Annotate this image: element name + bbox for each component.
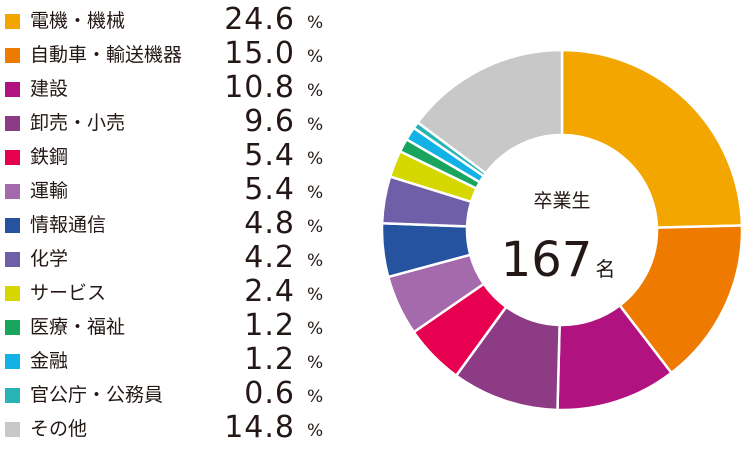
legend-row: 官公庁・公務員 0.6% <box>0 376 340 411</box>
donut-slices <box>380 48 744 412</box>
legend-value: 4.8 <box>244 206 295 241</box>
legend-label: 自動車・輸送機器 <box>30 44 183 66</box>
center-value: 167 名 <box>501 232 616 288</box>
legend-swatch <box>5 14 20 29</box>
legend-value: 1.2 <box>244 342 295 377</box>
legend-row: 運輸 5.4% <box>0 172 340 207</box>
legend-swatch <box>5 150 20 165</box>
center-count: 167 <box>501 232 593 288</box>
legend-label: 化学 <box>30 248 69 270</box>
legend-unit: % <box>307 217 324 237</box>
legend-label: 医療・福祉 <box>30 316 126 338</box>
legend-value: 5.4 <box>244 138 295 173</box>
legend-value: 5.4 <box>244 172 295 207</box>
legend-label: 建設 <box>30 78 69 100</box>
legend-value: 1.2 <box>244 308 295 343</box>
legend-label: サービス <box>30 282 107 304</box>
legend-label: 金融 <box>30 350 69 372</box>
legend-row: サービス 2.4% <box>0 274 340 309</box>
legend-unit: % <box>307 81 324 101</box>
legend-row: 化学 4.2% <box>0 240 340 275</box>
legend-label: 運輸 <box>30 180 69 202</box>
center-unit: 名 <box>595 257 615 281</box>
legend-unit: % <box>307 183 324 203</box>
legend-unit: % <box>307 387 324 407</box>
legend-unit: % <box>307 353 324 373</box>
legend-swatch <box>5 354 20 369</box>
legend-row: 自動車・輸送機器 15.0% <box>0 36 340 71</box>
legend-label: その他 <box>30 418 88 440</box>
legend-row: 金融 1.2% <box>0 342 340 377</box>
legend-label: 官公庁・公務員 <box>30 384 164 406</box>
legend-row: 電機・機械 24.6% <box>0 2 340 37</box>
legend-swatch <box>5 320 20 335</box>
legend-unit: % <box>307 285 324 305</box>
legend-swatch <box>5 388 20 403</box>
legend-unit: % <box>307 149 324 169</box>
legend-swatch <box>5 82 20 97</box>
legend-value: 2.4 <box>244 274 295 309</box>
legend-swatch <box>5 48 20 63</box>
legend: 電機・機械 24.6% 自動車・輸送機器 15.0% 建設 10.8% 卸売・小売 9.6% 鉄… <box>0 0 340 466</box>
legend-unit: % <box>307 115 324 135</box>
legend-label: 卸売・小売 <box>30 112 126 134</box>
legend-value: 15.0 <box>224 36 295 71</box>
legend-value: 10.8 <box>224 70 295 105</box>
legend-value: 4.2 <box>244 240 295 275</box>
legend-label: 情報通信 <box>30 214 107 236</box>
legend-row: その他 14.8% <box>0 410 340 445</box>
legend-row: 鉄鋼 5.4% <box>0 138 340 173</box>
legend-swatch <box>5 252 20 267</box>
legend-value: 24.6 <box>224 2 295 37</box>
legend-swatch <box>5 218 20 233</box>
donut-slice <box>415 48 564 175</box>
legend-label: 鉄鋼 <box>30 146 69 168</box>
legend-unit: % <box>307 319 324 339</box>
legend-label: 電機・機械 <box>30 10 126 32</box>
legend-row: 情報通信 4.8% <box>0 206 340 241</box>
legend-unit: % <box>307 251 324 271</box>
legend-unit: % <box>307 47 324 67</box>
legend-row: 建設 10.8% <box>0 70 340 105</box>
legend-swatch <box>5 184 20 199</box>
center-label: 卒業生 <box>533 190 590 212</box>
legend-value: 0.6 <box>244 376 295 411</box>
legend-unit: % <box>307 13 324 33</box>
legend-swatch <box>5 286 20 301</box>
legend-value: 14.8 <box>224 410 295 445</box>
legend-row: 医療・福祉 1.2% <box>0 308 340 343</box>
legend-swatch <box>5 422 20 437</box>
legend-swatch <box>5 116 20 131</box>
legend-row: 卸売・小売 9.6% <box>0 104 340 139</box>
legend-value: 9.6 <box>244 104 295 139</box>
donut-chart: 卒業生 167 名 <box>380 48 744 412</box>
legend-unit: % <box>307 421 324 441</box>
donut-slice <box>560 48 744 229</box>
